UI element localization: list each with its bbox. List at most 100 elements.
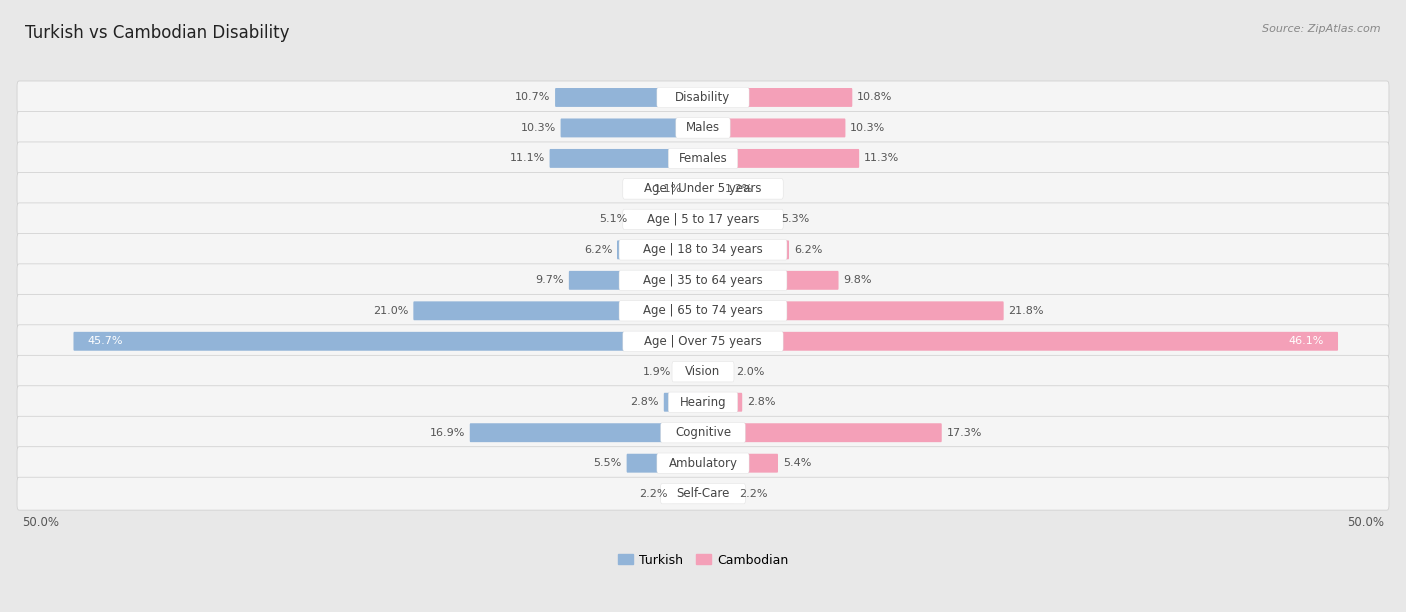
FancyBboxPatch shape — [668, 392, 738, 412]
Text: Hearing: Hearing — [679, 396, 727, 409]
FancyBboxPatch shape — [703, 362, 731, 381]
Text: 17.3%: 17.3% — [946, 428, 981, 438]
FancyBboxPatch shape — [664, 393, 703, 412]
Text: 1.2%: 1.2% — [725, 184, 754, 194]
Text: 45.7%: 45.7% — [89, 336, 124, 346]
Text: Turkish vs Cambodian Disability: Turkish vs Cambodian Disability — [25, 24, 290, 42]
Text: 2.8%: 2.8% — [747, 397, 776, 407]
FancyBboxPatch shape — [672, 484, 703, 503]
Text: 10.7%: 10.7% — [515, 92, 550, 102]
FancyBboxPatch shape — [703, 301, 1004, 320]
FancyBboxPatch shape — [703, 179, 720, 198]
FancyBboxPatch shape — [668, 148, 738, 168]
Text: 9.8%: 9.8% — [844, 275, 872, 285]
FancyBboxPatch shape — [633, 210, 703, 229]
Text: Age | Under 5 years: Age | Under 5 years — [644, 182, 762, 195]
FancyBboxPatch shape — [17, 81, 1389, 114]
FancyBboxPatch shape — [17, 356, 1389, 388]
Text: Males: Males — [686, 121, 720, 135]
Text: Age | 35 to 64 years: Age | 35 to 64 years — [643, 274, 763, 287]
FancyBboxPatch shape — [703, 88, 852, 107]
Text: 10.3%: 10.3% — [520, 123, 555, 133]
FancyBboxPatch shape — [676, 118, 730, 138]
Text: 11.1%: 11.1% — [509, 154, 544, 163]
Text: 2.2%: 2.2% — [638, 488, 668, 499]
Text: 50.0%: 50.0% — [1347, 516, 1384, 529]
FancyBboxPatch shape — [688, 179, 703, 198]
FancyBboxPatch shape — [17, 111, 1389, 144]
Text: 5.5%: 5.5% — [593, 458, 621, 468]
Text: 2.2%: 2.2% — [738, 488, 768, 499]
FancyBboxPatch shape — [17, 233, 1389, 266]
Text: 5.1%: 5.1% — [599, 214, 627, 225]
FancyBboxPatch shape — [17, 294, 1389, 327]
Text: 5.4%: 5.4% — [783, 458, 811, 468]
FancyBboxPatch shape — [703, 119, 845, 137]
FancyBboxPatch shape — [17, 477, 1389, 510]
FancyBboxPatch shape — [619, 270, 787, 291]
FancyBboxPatch shape — [703, 210, 776, 229]
Text: Ambulatory: Ambulatory — [668, 457, 738, 469]
Text: 21.0%: 21.0% — [373, 306, 409, 316]
FancyBboxPatch shape — [555, 88, 703, 107]
FancyBboxPatch shape — [623, 209, 783, 230]
Text: 10.3%: 10.3% — [851, 123, 886, 133]
Text: Age | 18 to 34 years: Age | 18 to 34 years — [643, 244, 763, 256]
Text: 6.2%: 6.2% — [583, 245, 612, 255]
FancyBboxPatch shape — [661, 483, 745, 504]
Legend: Turkish, Cambodian: Turkish, Cambodian — [617, 553, 789, 567]
Text: 1.9%: 1.9% — [643, 367, 671, 377]
Text: Vision: Vision — [685, 365, 721, 378]
FancyBboxPatch shape — [561, 119, 703, 137]
Text: 2.0%: 2.0% — [735, 367, 765, 377]
FancyBboxPatch shape — [617, 241, 703, 259]
FancyBboxPatch shape — [627, 453, 703, 472]
FancyBboxPatch shape — [17, 386, 1389, 419]
FancyBboxPatch shape — [703, 484, 734, 503]
Text: 10.8%: 10.8% — [858, 92, 893, 102]
FancyBboxPatch shape — [703, 453, 778, 472]
Text: Age | 65 to 74 years: Age | 65 to 74 years — [643, 304, 763, 317]
Text: Cognitive: Cognitive — [675, 426, 731, 439]
FancyBboxPatch shape — [676, 362, 703, 381]
FancyBboxPatch shape — [413, 301, 703, 320]
FancyBboxPatch shape — [623, 179, 783, 199]
FancyBboxPatch shape — [672, 362, 734, 382]
FancyBboxPatch shape — [623, 331, 783, 351]
Text: 5.3%: 5.3% — [782, 214, 810, 225]
FancyBboxPatch shape — [703, 241, 789, 259]
FancyBboxPatch shape — [73, 332, 703, 351]
Text: 1.1%: 1.1% — [654, 184, 682, 194]
FancyBboxPatch shape — [657, 88, 749, 108]
FancyBboxPatch shape — [569, 271, 703, 289]
Text: 50.0%: 50.0% — [22, 516, 59, 529]
FancyBboxPatch shape — [619, 240, 787, 260]
FancyBboxPatch shape — [703, 271, 838, 289]
Text: Age | 5 to 17 years: Age | 5 to 17 years — [647, 213, 759, 226]
FancyBboxPatch shape — [17, 447, 1389, 480]
FancyBboxPatch shape — [550, 149, 703, 168]
FancyBboxPatch shape — [703, 393, 742, 412]
FancyBboxPatch shape — [657, 453, 749, 473]
FancyBboxPatch shape — [470, 424, 703, 442]
Text: 6.2%: 6.2% — [794, 245, 823, 255]
FancyBboxPatch shape — [661, 422, 745, 443]
Text: Age | Over 75 years: Age | Over 75 years — [644, 335, 762, 348]
Text: 16.9%: 16.9% — [430, 428, 465, 438]
Text: Self-Care: Self-Care — [676, 487, 730, 500]
FancyBboxPatch shape — [17, 325, 1389, 358]
FancyBboxPatch shape — [17, 142, 1389, 175]
FancyBboxPatch shape — [619, 300, 787, 321]
FancyBboxPatch shape — [17, 264, 1389, 297]
Text: 21.8%: 21.8% — [1008, 306, 1045, 316]
FancyBboxPatch shape — [17, 416, 1389, 449]
FancyBboxPatch shape — [17, 203, 1389, 236]
Text: 11.3%: 11.3% — [865, 154, 900, 163]
FancyBboxPatch shape — [703, 149, 859, 168]
Text: Source: ZipAtlas.com: Source: ZipAtlas.com — [1263, 24, 1381, 34]
Text: Females: Females — [679, 152, 727, 165]
FancyBboxPatch shape — [703, 424, 942, 442]
Text: Disability: Disability — [675, 91, 731, 104]
FancyBboxPatch shape — [703, 332, 1339, 351]
Text: 46.1%: 46.1% — [1288, 336, 1323, 346]
